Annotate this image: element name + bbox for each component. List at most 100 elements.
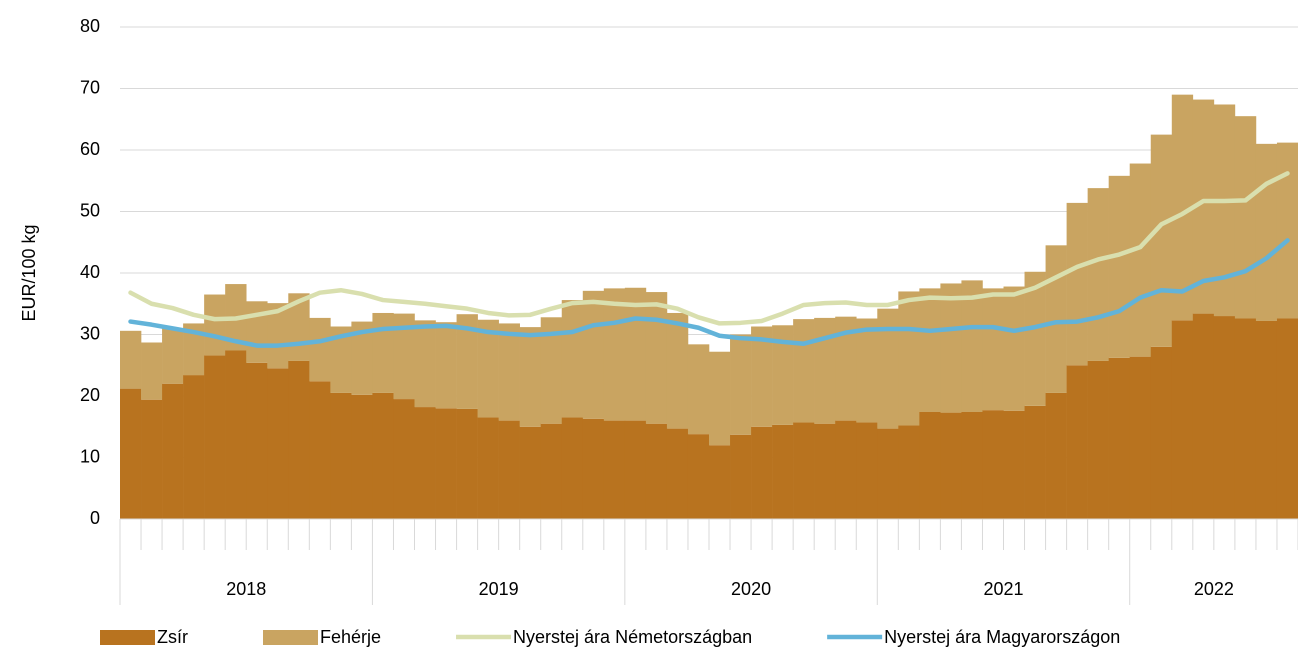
bar — [477, 417, 499, 519]
line — [128, 171, 1290, 326]
bar — [1192, 99, 1215, 314]
y-tick-label: 70 — [80, 77, 100, 97]
bar — [393, 399, 415, 519]
bar — [498, 420, 520, 519]
bar — [330, 392, 352, 519]
bar — [666, 312, 689, 429]
bar — [919, 288, 941, 412]
bar — [477, 319, 499, 418]
y-tick-label: 20 — [80, 385, 100, 405]
bar — [540, 317, 563, 424]
bar — [561, 300, 584, 418]
bar — [666, 428, 689, 519]
bar — [645, 423, 668, 519]
bar — [772, 424, 794, 519]
x-group-label: 2018 — [226, 579, 266, 599]
bar — [498, 323, 520, 421]
bar — [162, 383, 184, 519]
bar — [687, 344, 710, 435]
bar — [961, 411, 983, 519]
bar — [141, 399, 163, 519]
bar — [1213, 316, 1236, 519]
bar — [940, 283, 962, 413]
bar — [1255, 143, 1278, 321]
bar — [751, 326, 773, 427]
bar — [582, 290, 605, 419]
bar — [1255, 320, 1278, 519]
bar — [456, 314, 478, 409]
bar — [814, 423, 836, 519]
legend-label: Fehérje — [320, 627, 381, 647]
bar — [1045, 392, 1067, 519]
bar — [246, 362, 268, 519]
bar — [120, 330, 142, 389]
bar — [1234, 318, 1257, 519]
bar — [225, 350, 247, 519]
bar — [1003, 286, 1025, 411]
bar — [519, 426, 542, 519]
legend-swatch — [263, 630, 318, 645]
bar — [1087, 188, 1109, 361]
y-tick-label: 10 — [80, 446, 100, 466]
bar — [1276, 318, 1298, 519]
bar — [1066, 365, 1088, 519]
bar — [1213, 104, 1236, 317]
bar — [1150, 346, 1173, 519]
bar — [856, 422, 878, 519]
bar — [1045, 245, 1067, 393]
bar — [1003, 410, 1025, 519]
bar — [898, 291, 920, 426]
bar — [1171, 94, 1194, 321]
y-tick-label: 50 — [80, 200, 100, 220]
bar — [751, 426, 773, 519]
bar — [120, 388, 142, 519]
bar — [414, 320, 436, 408]
bar — [877, 428, 899, 519]
bar — [1276, 142, 1298, 319]
bar — [267, 303, 289, 369]
bar — [288, 360, 310, 519]
y-tick-label: 60 — [80, 139, 100, 159]
bar — [919, 411, 941, 519]
bar — [351, 321, 373, 395]
legend-label: Nyerstej ára Németországban — [513, 627, 752, 647]
bar — [1129, 356, 1152, 519]
bar — [603, 420, 626, 519]
bar — [435, 408, 457, 519]
bar — [141, 342, 163, 400]
bar — [709, 445, 731, 519]
bar — [603, 288, 626, 421]
bar — [730, 434, 752, 519]
bar — [982, 288, 1004, 411]
x-group-label: 2021 — [983, 579, 1023, 599]
y-tick-label: 80 — [80, 16, 100, 36]
x-group-label: 2019 — [479, 579, 519, 599]
bar — [414, 407, 436, 519]
bar — [351, 394, 373, 519]
bar — [793, 319, 815, 423]
bar — [877, 308, 899, 429]
bar — [435, 322, 457, 409]
y-tick-label: 30 — [80, 323, 100, 343]
bar — [204, 355, 226, 519]
bar — [519, 327, 542, 427]
bar — [645, 292, 668, 424]
bar — [309, 381, 331, 519]
bar — [982, 410, 1004, 519]
bar — [582, 418, 605, 519]
y-tick-label: 0 — [90, 508, 100, 528]
bar — [709, 351, 731, 446]
bar — [793, 422, 815, 519]
bar — [814, 317, 836, 424]
bar — [456, 408, 478, 519]
bar — [898, 425, 920, 519]
legend-label: Nyerstej ára Magyarországon — [884, 627, 1120, 647]
bar — [1192, 313, 1215, 519]
y-tick-label: 40 — [80, 262, 100, 282]
line — [128, 238, 1290, 348]
bar — [267, 368, 289, 519]
bar — [246, 301, 268, 363]
bar — [162, 328, 184, 384]
bar — [372, 392, 394, 519]
